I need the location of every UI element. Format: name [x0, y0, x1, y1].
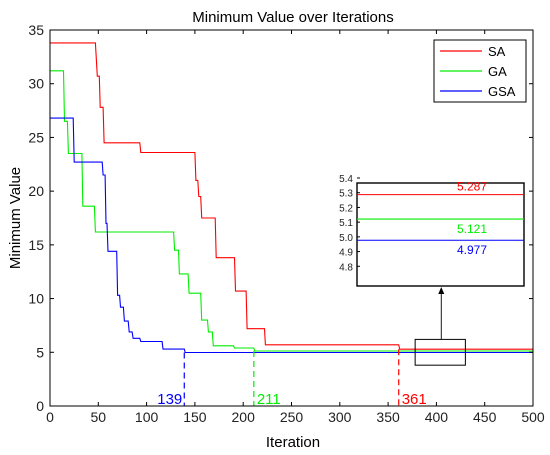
- inset-arrow-head: [438, 287, 445, 294]
- inset-value-label-ga: 5.121: [457, 222, 487, 236]
- y-axis-label: Minimum Value: [7, 167, 24, 269]
- x-tick-label: 250: [280, 409, 304, 425]
- x-axis-label: Iteration: [266, 434, 320, 451]
- inset-y-tick-label: 4.9: [339, 248, 353, 259]
- series-line-gsa: [50, 117, 533, 354]
- legend-label-sa: SA: [488, 44, 506, 59]
- y-tick-label: 5: [36, 344, 44, 360]
- inset-value-label-gsa: 4.977: [457, 243, 487, 257]
- x-tick-label: 300: [328, 409, 352, 425]
- y-tick-label: 0: [36, 398, 44, 414]
- x-tick-label: 400: [425, 409, 449, 425]
- series-line-ga: [50, 70, 533, 352]
- y-tick-label: 20: [28, 183, 44, 199]
- y-tick-label: 10: [28, 291, 44, 307]
- inset-y-tick-label: 5.1: [339, 218, 353, 229]
- y-tick-label: 30: [28, 76, 44, 92]
- x-tick-label: 100: [135, 409, 159, 425]
- x-tick-label: 350: [376, 409, 400, 425]
- legend: SA GA GSA: [433, 39, 527, 103]
- y-tick-label: 35: [28, 22, 44, 38]
- series-line-sa: [50, 42, 533, 350]
- inset-y-tick-label: 5.4: [339, 174, 353, 185]
- y-tick-label: 15: [28, 237, 44, 253]
- inset-y-tick-label: 5.2: [339, 203, 353, 214]
- convergence-label-gsa: 139: [157, 391, 182, 408]
- inset-y-tick-label: 5.3: [339, 189, 353, 200]
- x-tick-label: 50: [91, 409, 107, 425]
- x-tick-label: 200: [232, 409, 256, 425]
- inset-value-label-sa: 5.287: [457, 180, 487, 194]
- convergence-label-sa: 361: [402, 391, 427, 408]
- inset-box: [356, 182, 525, 287]
- inset-y-tick-label: 5.0: [339, 233, 353, 244]
- convergence-label-ga: 211: [257, 391, 281, 408]
- inset-zoom: 5.4 5.3 5.2 5.1 5.0 4.9 4.8 5.287 5.121 4.977: [339, 174, 525, 366]
- y-tick-label: 25: [28, 129, 44, 145]
- x-tick-label: 150: [183, 409, 207, 425]
- x-tick-label: 450: [473, 409, 497, 425]
- zoom-region-box: [414, 338, 466, 366]
- inset-y-tick-label: 4.8: [339, 262, 353, 273]
- chart-title: Minimum Value over Iterations: [192, 9, 393, 26]
- legend-label-gsa: GSA: [488, 84, 516, 99]
- x-tick-label: 500: [521, 409, 545, 425]
- x-tick-label: 0: [46, 409, 54, 425]
- legend-label-ga: GA: [488, 64, 507, 79]
